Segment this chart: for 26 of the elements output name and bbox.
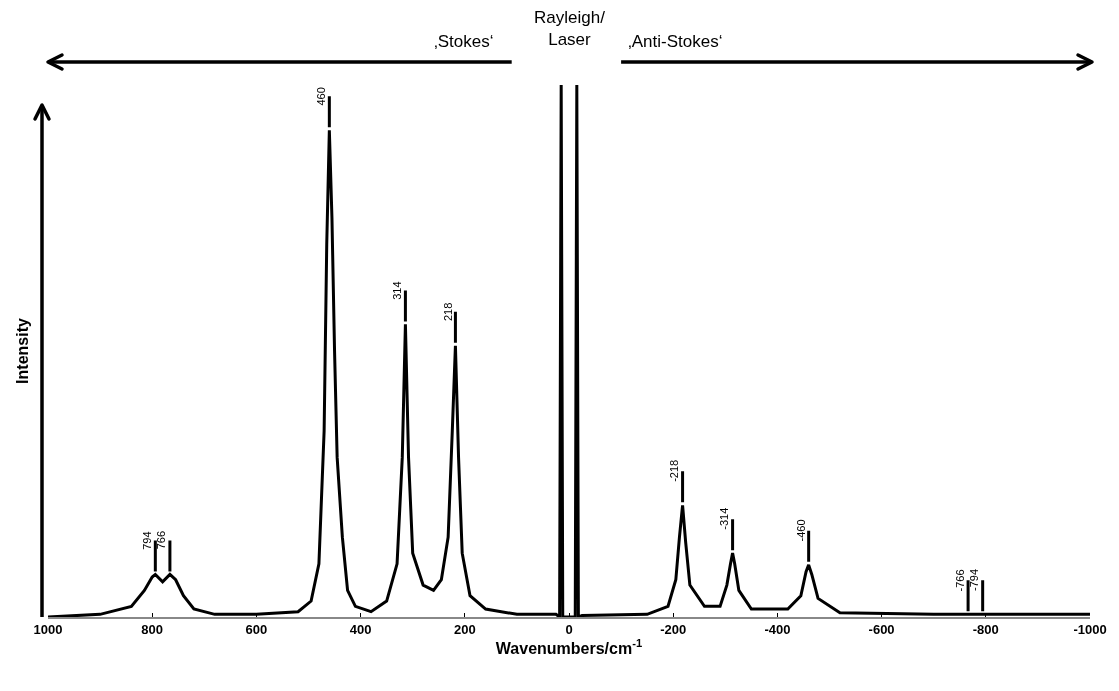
annotation: -218 (668, 459, 681, 482)
annotation: -766 (953, 569, 966, 592)
text: Rayleigh/ Laser (534, 8, 606, 50)
x-tick-label: 0 (565, 622, 573, 638)
annotation: 314 (391, 281, 404, 300)
annotation: -460 (794, 519, 807, 542)
x-tick-label: -200 (660, 622, 687, 638)
x-tick-label: 600 (245, 622, 268, 638)
text: ‚Stokes‘ (434, 32, 494, 51)
x-tick-label: 400 (349, 622, 372, 638)
x-tick-label: -400 (764, 622, 791, 638)
annotation: 766 (155, 530, 168, 550)
x-tick-label: -1000 (1073, 622, 1107, 638)
annotation: 460 (315, 87, 328, 106)
x-tick-label: -800 (972, 622, 999, 638)
x-tick-label: 800 (141, 622, 164, 638)
annotation: -794 (968, 568, 981, 592)
text: ‚Anti-Stokes‘ (628, 32, 723, 51)
x-tick-label: 1000 (33, 622, 63, 638)
annotation: 794 (140, 531, 153, 550)
x-tick-label: 200 (453, 622, 476, 638)
annotation: -314 (718, 507, 731, 530)
x-axis-title: Wavenumbers/cm$^{-1}$ (495, 637, 643, 658)
y-axis-title: Intensity (13, 318, 31, 384)
annotation: 218 (441, 302, 454, 322)
x-tick-label: -600 (868, 622, 895, 638)
